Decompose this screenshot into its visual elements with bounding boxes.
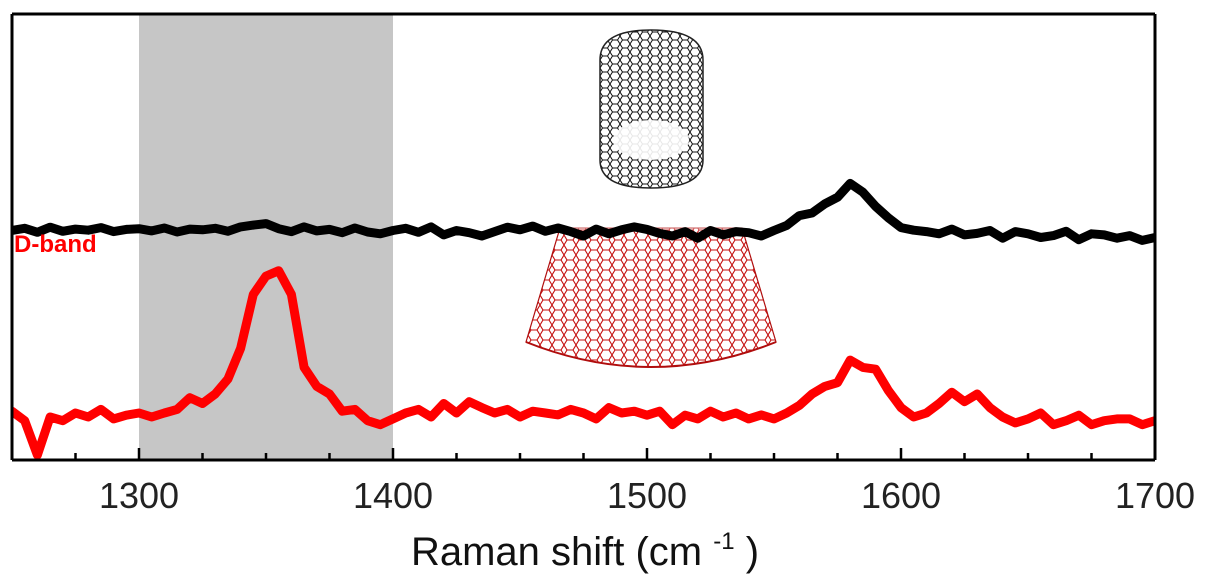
nanotube-red-icon <box>525 222 777 368</box>
series-line-1 <box>12 266 1155 460</box>
x-tick-label: 1400 <box>353 475 433 516</box>
x-tick-label: 1500 <box>607 475 687 516</box>
d-band-label: D-band <box>14 231 97 258</box>
x-tick-label: 1700 <box>1115 475 1195 516</box>
d-band-highlight <box>139 14 393 460</box>
x-tick-label: 1600 <box>861 475 941 516</box>
nanotube-black-icon <box>596 24 708 189</box>
x-axis-title: Raman shift (cm -1 ) <box>411 514 759 574</box>
x-tick-label: 1300 <box>99 475 179 516</box>
series-line-0 <box>12 178 1155 245</box>
